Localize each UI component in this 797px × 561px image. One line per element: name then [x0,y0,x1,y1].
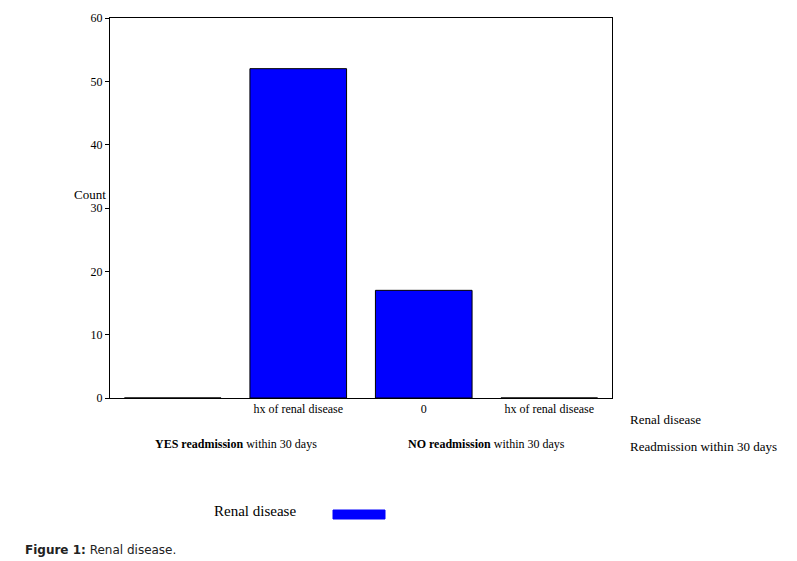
svg-text:NO readmission within 30 days: NO readmission within 30 days [408,437,565,451]
svg-text:0: 0 [421,402,427,416]
svg-text:Renal disease: Renal disease [214,503,296,519]
svg-text:Renal disease: Renal disease [630,412,701,427]
svg-text:Count: Count [74,187,106,202]
svg-text:0: 0 [97,391,103,405]
svg-text:50: 50 [91,75,103,89]
svg-text:40: 40 [91,138,103,152]
svg-text:hx of renal disease: hx of renal disease [504,402,594,416]
svg-text:20: 20 [91,265,103,279]
svg-text:YES readmission within 30 days: YES readmission within 30 days [155,437,317,451]
svg-text:hx of renal disease: hx of renal disease [253,402,343,416]
svg-text:60: 60 [91,11,103,25]
svg-text:30: 30 [91,201,103,215]
svg-text:Readmission within 30 days: Readmission within 30 days [630,439,777,454]
svg-text:10: 10 [91,328,103,342]
svg-text:Figure 1: Renal disease.: Figure 1: Renal disease. [25,543,176,557]
